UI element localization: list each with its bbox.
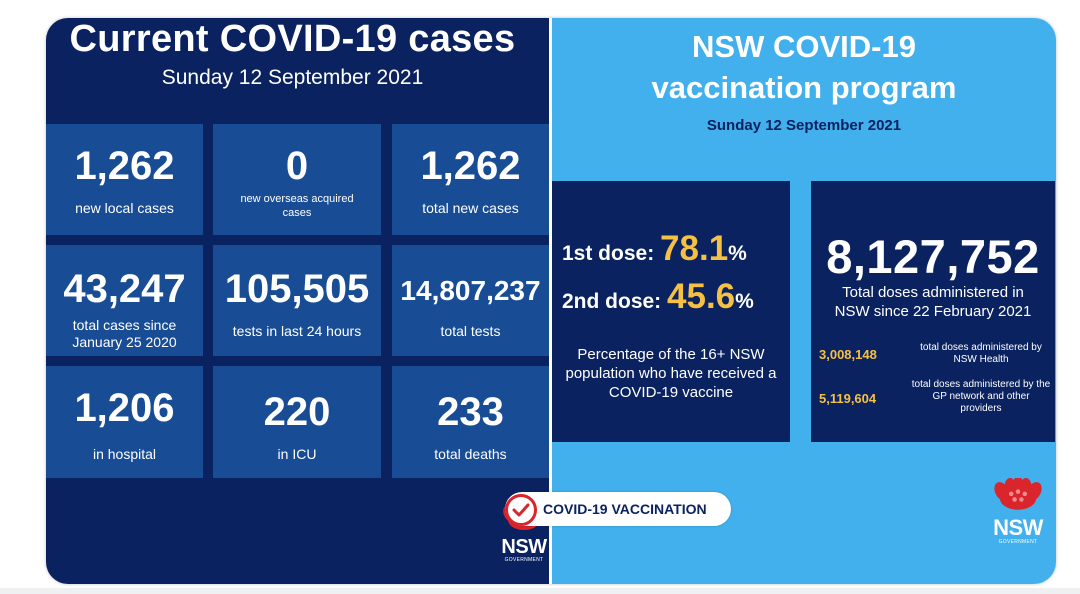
tile-value: 0: [285, 144, 309, 188]
tile-value: 43,247: [63, 267, 186, 311]
total-doses-label: Total doses administered in NSW since 22…: [834, 284, 1032, 320]
tile-total-deaths: 233 total deaths: [392, 366, 549, 478]
panel-divider: [549, 18, 552, 584]
tile-value: 1,206: [74, 386, 175, 430]
tile-value: 14,807,237: [400, 275, 541, 306]
checkmark-icon: [512, 503, 530, 517]
first-dose-row: 1st dose: 78.1%: [562, 229, 747, 269]
government-wordmark: GOVERNMENT: [998, 539, 1038, 545]
vaccination-date: Sunday 12 September 2021: [706, 117, 902, 134]
vaccination-title-line1: NSW COVID-19: [692, 29, 916, 64]
second-dose-value: 45.6: [667, 277, 736, 316]
page-bottom-strip: [0, 588, 1080, 594]
covid-vaccination-badge: COVID-19 VACCINATION: [505, 492, 731, 526]
government-wordmark: GOVERNMENT: [504, 557, 544, 563]
gp-doses-value: 5,119,604: [819, 391, 877, 406]
first-dose-percent: %: [728, 242, 747, 265]
tile-label: new local cases: [75, 200, 174, 216]
tile-value: 233: [437, 390, 504, 434]
tile-label: total new cases: [422, 200, 519, 216]
tile-total-tests: 14,807,237 total tests: [392, 245, 549, 356]
gp-doses-label: total doses administered by the GP netwo…: [911, 379, 1051, 414]
second-dose-percent: %: [735, 290, 754, 313]
first-dose-value: 78.1: [660, 229, 729, 268]
tile-total-cases: 43,247 total cases since January 25 2020: [46, 245, 203, 356]
tile-label: tests in last 24 hours: [232, 323, 362, 339]
second-dose-row: 2nd dose: 45.6%: [562, 277, 754, 317]
vaccination-title: NSW COVID-19 vaccination program: [552, 26, 1056, 108]
tile-overseas-cases: 0 new overseas acquired cases: [213, 124, 381, 235]
dose-percentage-box: 1st dose: 78.1% 2nd dose: 45.6% Percenta…: [552, 181, 790, 442]
tile-label: total tests: [440, 323, 501, 339]
waratah-icon: [994, 476, 1042, 510]
second-dose-label: 2nd dose:: [562, 290, 662, 313]
tile-label: total deaths: [434, 446, 507, 462]
tile-label: new overseas acquired cases: [240, 193, 354, 219]
cases-title: Current COVID-19 cases: [69, 18, 516, 60]
vaccination-title-line2: vaccination program: [651, 70, 957, 105]
tile-in-hospital: 1,206 in hospital: [46, 366, 203, 478]
tile-in-icu: 220 in ICU: [213, 366, 381, 478]
cases-date: Sunday 12 September 2021: [161, 66, 424, 89]
tile-total-new-cases: 1,262 total new cases: [392, 124, 549, 235]
tile-value: 1,262: [420, 144, 521, 188]
tile-label: in ICU: [277, 446, 317, 462]
nsw-health-doses-label: total doses administered by NSW Health: [920, 342, 1042, 365]
nsw-logo-right: NSW GOVERNMENT: [986, 476, 1050, 545]
total-doses-value: 8,127,752: [826, 230, 1040, 283]
tile-label: total cases since January 25 2020: [72, 317, 177, 350]
first-dose-label: 1st dose:: [562, 242, 655, 265]
tile-tests-24h: 105,505 tests in last 24 hours: [213, 245, 381, 356]
nsw-wordmark: NSW: [993, 515, 1043, 540]
badge-circle: [505, 494, 537, 526]
nsw-health-doses-value: 3,008,148: [819, 347, 877, 362]
percentage-description: Percentage of the 16+ NSW population who…: [565, 346, 777, 401]
total-doses-box: 8,127,752 Total doses administered in NS…: [811, 181, 1055, 442]
tile-value: 105,505: [224, 267, 370, 311]
tile-new-local-cases: 1,262 new local cases: [46, 124, 203, 235]
tile-value: 220: [263, 390, 331, 434]
nsw-wordmark: NSW: [501, 536, 547, 558]
tile-value: 1,262: [74, 144, 175, 188]
badge-text: COVID-19 VACCINATION: [543, 501, 707, 517]
tile-label: in hospital: [92, 446, 157, 462]
